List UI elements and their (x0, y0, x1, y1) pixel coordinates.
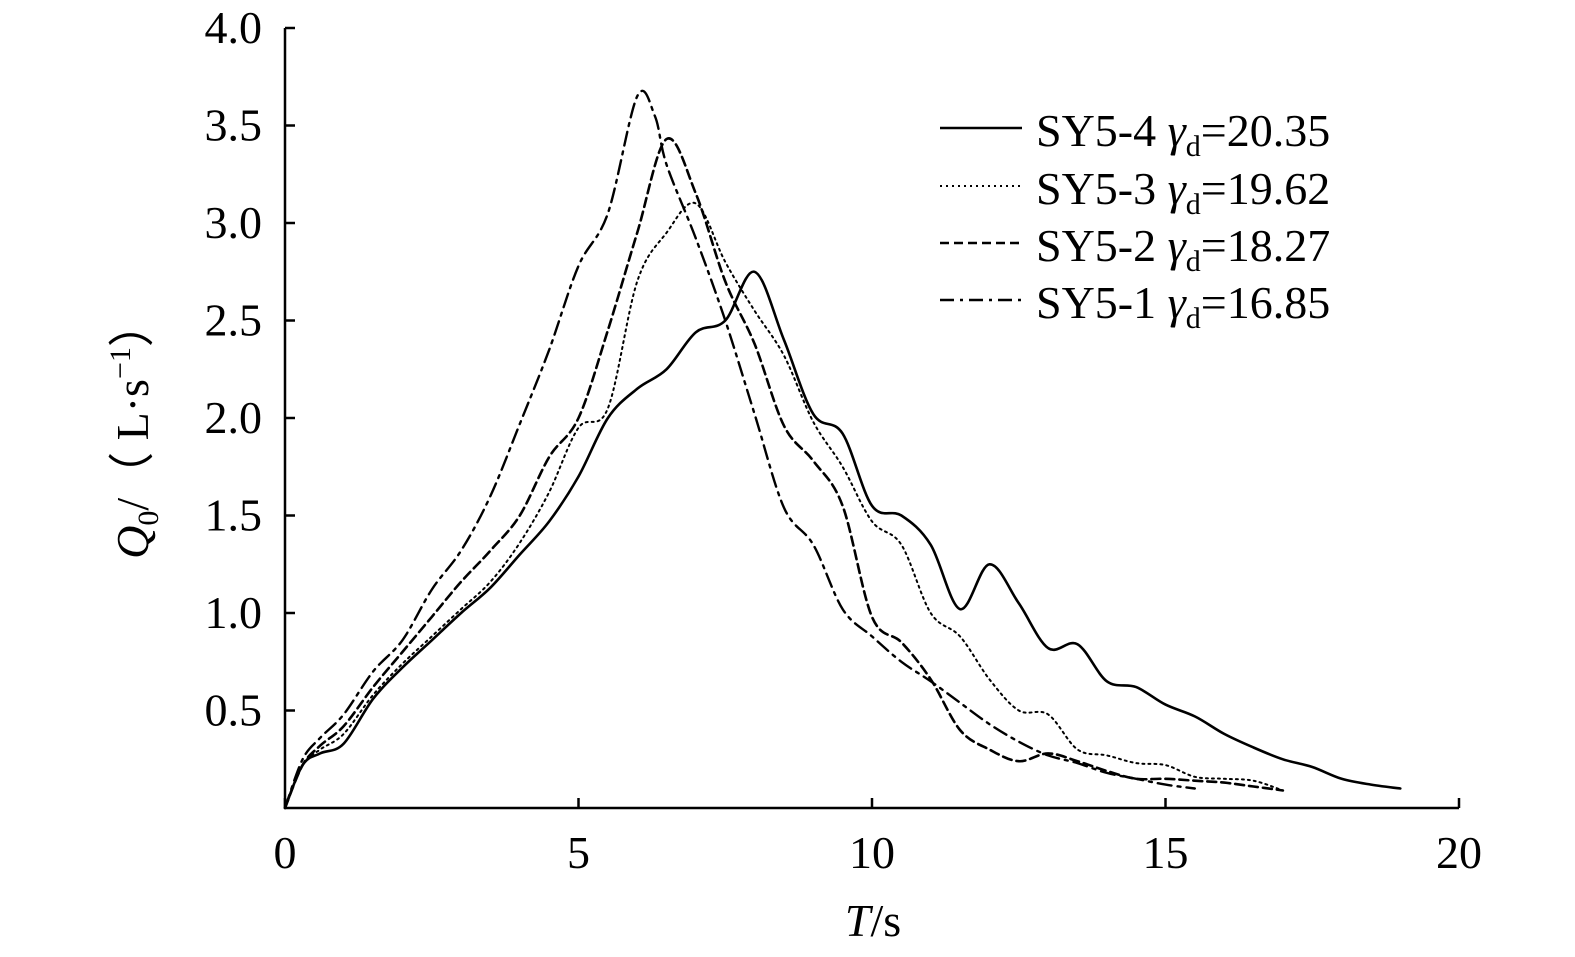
legend-series-name: SY5-3 (1036, 163, 1168, 214)
y-axis-label-unit-suffix: ） (107, 301, 158, 347)
legend-entry-sy5-1: SY5-1 γd=16.85 (1036, 277, 1330, 335)
y-axis-label: Q0/（ L·s−1） (104, 301, 165, 559)
legend-gamma-sub: d (1186, 130, 1201, 163)
legend-series-name: SY5-1 (1036, 277, 1168, 328)
x-axis-label-main: T (845, 895, 874, 946)
series-line-sy5-1 (283, 89, 1196, 810)
x-tick-label: 15 (1143, 827, 1189, 878)
y-axis-label-main: Q (107, 526, 158, 559)
legend-gamma-sub: d (1186, 188, 1201, 221)
series-line-sy5-2 (283, 137, 1285, 810)
legend-gamma-sub: d (1186, 245, 1201, 278)
legend-gamma-value: =16.85 (1201, 277, 1330, 328)
legend-entry-sy5-2: SY5-2 γd=18.27 (1036, 220, 1330, 278)
y-axis-label-sub: 0 (132, 511, 165, 526)
y-axis-label-unit-prefix: /（ L·s (107, 379, 158, 511)
legend-entry-sy5-3: SY5-3 γd=19.62 (1036, 163, 1330, 221)
x-tick-label: 5 (567, 827, 590, 878)
x-tick-label: 10 (849, 827, 895, 878)
legend-gamma-value: =18.27 (1201, 220, 1330, 271)
legend-gamma-symbol: γ (1168, 105, 1188, 156)
legend-series-name: SY5-2 (1036, 220, 1168, 271)
y-tick-label: 3.5 (205, 100, 263, 151)
y-tick-label: 2.0 (205, 392, 263, 443)
x-tick-label: 20 (1436, 827, 1482, 878)
y-tick-label: 3.0 (205, 197, 263, 248)
legend-entry-sy5-4: SY5-4 γd=20.35 (1036, 105, 1330, 163)
legend-gamma-symbol: γ (1168, 163, 1188, 214)
series-line-sy5-3 (284, 201, 1284, 809)
x-axis-label-unit: /s (870, 895, 901, 946)
y-tick-label: 1.5 (205, 490, 263, 541)
legend-gamma-symbol: γ (1168, 277, 1188, 328)
legend-gamma-symbol: γ (1168, 220, 1188, 271)
y-tick-label: 1.0 (205, 587, 263, 638)
series-line-sy5-4 (283, 270, 1402, 810)
y-ticks: 0.5 1.0 1.5 2.0 2.5 3.0 3.5 4.0 (205, 2, 295, 736)
y-tick-label: 2.5 (205, 295, 263, 346)
x-axis-label: T/s (845, 895, 901, 946)
axes: 0 5 10 15 20 0.5 1.0 1.5 2.0 2.5 3.0 3.5 4.0 (205, 2, 1483, 878)
legend-gamma-value: =20.35 (1201, 105, 1330, 156)
legend-gamma-sub: d (1186, 302, 1201, 335)
series-layer (283, 89, 1402, 810)
x-ticks: 0 5 10 15 20 (274, 798, 1482, 878)
legend-gamma-value: =19.62 (1201, 163, 1330, 214)
x-tick-label: 0 (274, 827, 297, 878)
y-tick-label: 0.5 (205, 685, 263, 736)
y-tick-label: 4.0 (205, 2, 263, 53)
y-axis-label-sup: −1 (104, 347, 137, 379)
legend-series-name: SY5-4 (1036, 105, 1168, 156)
